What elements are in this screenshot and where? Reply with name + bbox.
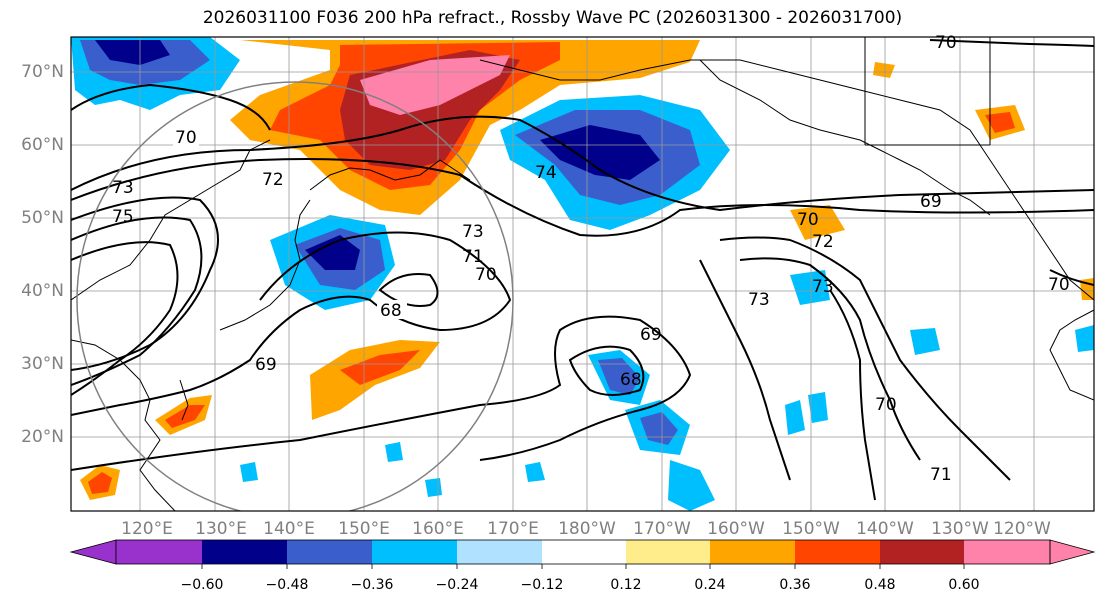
contour-label: 72 bbox=[812, 232, 834, 252]
colorbar-max-arrow bbox=[1049, 539, 1096, 565]
negative-anomaly-area bbox=[95, 40, 170, 65]
colorbar-segment bbox=[795, 540, 880, 564]
negative-anomaly-area bbox=[1075, 325, 1094, 352]
negative-anomaly-area bbox=[668, 460, 715, 511]
contour-label: 70 bbox=[935, 33, 957, 53]
lon-label: 140°W bbox=[856, 519, 914, 539]
negative-anomaly-area bbox=[540, 125, 660, 180]
positive-anomaly-area bbox=[360, 55, 510, 115]
contour-label: 71 bbox=[930, 465, 952, 485]
lon-label: 170°W bbox=[633, 519, 691, 539]
colorbar-tick-label: −0.48 bbox=[265, 577, 309, 593]
lon-label: 130°E bbox=[195, 519, 247, 539]
negative-anomaly-area bbox=[785, 400, 805, 435]
map-frame bbox=[70, 36, 1095, 512]
negative-anomaly-area bbox=[910, 328, 940, 355]
contour-label: 73 bbox=[748, 290, 770, 310]
colorbar-tick-label: −0.24 bbox=[435, 577, 479, 593]
contour-label: 70 bbox=[175, 128, 197, 148]
colorbar-segment bbox=[964, 540, 1050, 564]
contour-label: 68 bbox=[620, 370, 642, 390]
contour-label: 74 bbox=[535, 163, 557, 183]
positive-anomaly-area bbox=[88, 472, 112, 494]
lat-label: 40°N bbox=[21, 281, 64, 301]
colorbar-segment bbox=[542, 540, 626, 564]
contour-label: 73 bbox=[812, 277, 834, 297]
negative-anomaly-area bbox=[425, 478, 442, 497]
contour-label: 69 bbox=[255, 355, 277, 375]
contour-label: 70 bbox=[475, 265, 497, 285]
contour-label: 69 bbox=[920, 192, 942, 212]
negative-anomaly-area bbox=[598, 358, 640, 395]
positive-anomaly-area bbox=[873, 62, 895, 78]
positive-anomaly-area bbox=[790, 205, 845, 240]
colorbar-min-arrow bbox=[69, 539, 117, 565]
contour-label: 70 bbox=[1048, 275, 1070, 295]
colorbar-segment bbox=[457, 540, 542, 564]
lon-label: 140°E bbox=[263, 519, 315, 539]
negative-anomaly-area bbox=[385, 442, 403, 462]
lon-label: 170°E bbox=[487, 519, 539, 539]
colorbar-tick-label: 0.12 bbox=[610, 577, 642, 593]
positive-anomaly-area bbox=[985, 112, 1015, 133]
negative-anomaly-area bbox=[305, 235, 360, 270]
colorbar-segment bbox=[880, 540, 964, 564]
colorbar-tick-label: −0.36 bbox=[350, 577, 394, 593]
contour-label: 73 bbox=[112, 178, 134, 198]
contour-lines bbox=[71, 39, 1094, 501]
positive-anomaly-area bbox=[165, 405, 205, 428]
lat-label: 70°N bbox=[21, 62, 64, 82]
colorbar bbox=[69, 539, 1096, 569]
reference-circle bbox=[76, 81, 514, 511]
contour-label: 70 bbox=[797, 210, 819, 230]
lon-label: 120°E bbox=[121, 519, 173, 539]
contour-label: 72 bbox=[262, 170, 284, 190]
map-layers bbox=[71, 37, 1094, 511]
colorbar-segment bbox=[626, 540, 710, 564]
colorbar-segment bbox=[116, 540, 202, 564]
negative-anomaly-area bbox=[790, 270, 830, 305]
contour-label: 68 bbox=[380, 301, 402, 321]
contour-label: 69 bbox=[640, 325, 662, 345]
lat-label: 60°N bbox=[21, 135, 64, 155]
colorbar-tick-label: −0.12 bbox=[520, 577, 564, 593]
lon-label: 180°W bbox=[558, 519, 616, 539]
colorbar-tick-label: 0.24 bbox=[694, 577, 726, 593]
lat-label: 20°N bbox=[21, 427, 64, 447]
lon-label: 160°W bbox=[707, 519, 765, 539]
lon-label: 150°W bbox=[782, 519, 840, 539]
colorbar-segment bbox=[372, 540, 457, 564]
contour-label-group: 70 73 75 72 74 73 71 70 68 69 69 68 70 7… bbox=[112, 33, 1070, 485]
contour-label: 71 bbox=[462, 247, 484, 267]
colorbar-tick-label: 0.36 bbox=[779, 577, 811, 593]
positive-anomaly-area bbox=[340, 350, 420, 385]
contour-label: 70 bbox=[875, 395, 897, 415]
colorbar-segment bbox=[287, 540, 372, 564]
lon-label: 120°W bbox=[993, 519, 1051, 539]
negative-anomaly-area bbox=[240, 462, 258, 482]
colorbar-segment bbox=[202, 540, 287, 564]
colorbar-tick-label: 0.48 bbox=[864, 577, 896, 593]
lat-label: 50°N bbox=[21, 208, 64, 228]
colorbar-segment bbox=[710, 540, 795, 564]
map-title: 2026031100 F036 200 hPa refract., Rossby… bbox=[202, 8, 903, 28]
lon-label: 150°E bbox=[338, 519, 390, 539]
colorbar-tick-label: 0.60 bbox=[948, 577, 980, 593]
contour-label: 73 bbox=[462, 222, 484, 242]
shading-layer bbox=[71, 37, 1094, 511]
contour-label: 75 bbox=[112, 207, 134, 227]
negative-anomaly-area bbox=[808, 392, 828, 423]
negative-anomaly-area bbox=[525, 462, 545, 482]
lon-label: 130°W bbox=[931, 519, 989, 539]
colorbar-tick-label: −0.60 bbox=[180, 577, 224, 593]
lat-label: 30°N bbox=[21, 354, 64, 374]
lon-label: 160°E bbox=[412, 519, 464, 539]
